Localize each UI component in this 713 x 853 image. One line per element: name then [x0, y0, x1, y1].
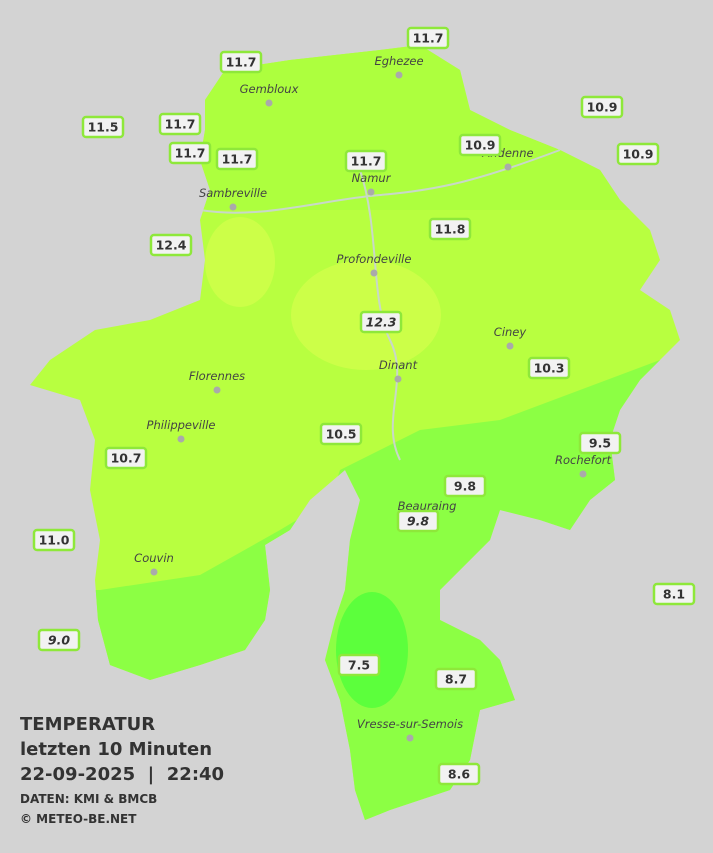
city-dot — [229, 203, 237, 211]
city-label: Rochefort — [555, 453, 612, 467]
city-label: Gembloux — [240, 82, 299, 96]
station-box — [215, 147, 259, 171]
copyright: © METEO-BE.NET — [20, 812, 137, 826]
city-label: Couvin — [134, 551, 174, 565]
station-box — [578, 431, 622, 455]
station-value: 8.1 — [663, 587, 685, 602]
station-box — [37, 628, 81, 652]
station-box — [616, 142, 660, 166]
station-box — [32, 528, 76, 552]
source: DATEN: KMI & BMCB — [20, 792, 157, 806]
station-value: 10.3 — [534, 361, 565, 376]
city-label: Florennes — [189, 369, 245, 383]
station-value: 12.3 — [366, 315, 397, 330]
stations: 11.7 11.7 11.5 11.7 11.7 11.7 10.9 10.9 10.9 11.7… — [32, 26, 696, 786]
title: TEMPERATUR — [20, 714, 155, 735]
station-box — [337, 653, 381, 677]
city-dot — [265, 99, 273, 107]
city-label: Namur — [352, 171, 392, 185]
station-box — [458, 133, 502, 157]
city-dot — [367, 188, 375, 196]
city-dot — [394, 375, 402, 383]
station-value: 10.5 — [326, 427, 357, 442]
station-box — [359, 310, 403, 334]
city-dot — [504, 163, 512, 171]
station-value: 7.5 — [348, 658, 370, 673]
station-value: 9.8 — [454, 479, 476, 494]
city-label: Beauraing — [398, 499, 457, 513]
station-value: 11.7 — [165, 117, 196, 132]
cities: EghezeeGemblouxAndenneNamurSambrevillePr… — [134, 54, 612, 742]
station-box — [168, 141, 212, 165]
city-label: Ciney — [494, 325, 527, 339]
city-label: Vresse-sur-Semois — [357, 717, 463, 731]
city-dot — [213, 386, 221, 394]
station-box — [104, 446, 148, 470]
station-value: 11.8 — [435, 222, 466, 237]
station-box — [396, 509, 440, 533]
station-value: 9.5 — [589, 436, 611, 451]
city-dot — [177, 435, 185, 443]
city-dot — [150, 568, 158, 576]
city-dot — [579, 470, 587, 478]
city-label: Eghezee — [374, 54, 423, 68]
station-box — [158, 112, 202, 136]
station-value: 8.7 — [445, 672, 467, 687]
station-value: 10.7 — [111, 451, 142, 466]
station-box — [437, 762, 481, 786]
city-label: Sambreville — [199, 186, 267, 200]
station-box — [319, 422, 363, 446]
station-value: 10.9 — [465, 138, 496, 153]
city-dot — [395, 71, 403, 79]
station-value: 8.6 — [448, 767, 470, 782]
station-value: 11.7 — [222, 152, 253, 167]
legend: TEMPERATUR letzten 10 Minuten 22-09-2025… — [20, 714, 224, 826]
station-value: 10.9 — [587, 100, 618, 115]
station-value: 10.9 — [623, 147, 654, 162]
city-label: Profondeville — [337, 252, 412, 266]
station-box — [428, 217, 472, 241]
station-value: 11.0 — [39, 533, 70, 548]
station-box — [344, 149, 388, 173]
station-value: 11.7 — [226, 55, 257, 70]
city-label: Philippeville — [147, 418, 216, 432]
station-box — [219, 50, 263, 74]
city-label: Dinant — [379, 358, 418, 372]
station-value: 11.7 — [175, 146, 206, 161]
station-box — [406, 26, 450, 50]
station-value: 11.7 — [351, 154, 382, 169]
station-value: 11.5 — [88, 120, 119, 135]
station-box — [81, 115, 125, 139]
station-value: 9.8 — [407, 514, 429, 529]
station-value: 12.4 — [156, 238, 187, 253]
station-box — [527, 356, 571, 380]
station-value: 11.7 — [413, 31, 444, 46]
station-box — [443, 474, 487, 498]
subtitle: letzten 10 Minuten — [20, 739, 212, 760]
station-box — [652, 582, 696, 606]
datetime: 22-09-2025 | 22:40 — [20, 764, 224, 785]
station-value: 9.0 — [48, 633, 70, 648]
city-dot — [406, 734, 414, 742]
station-box — [580, 95, 624, 119]
station-box — [434, 667, 478, 691]
station-box — [149, 233, 193, 257]
city-dot — [370, 269, 378, 277]
city-dot — [506, 342, 514, 350]
